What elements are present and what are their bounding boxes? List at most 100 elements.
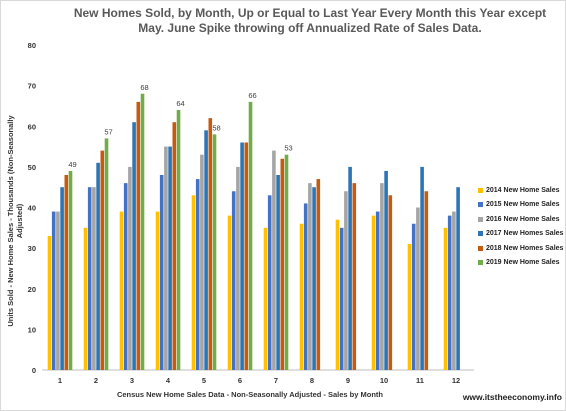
bar (452, 211, 456, 370)
bar (87, 187, 92, 370)
y-tick-label: 20 (28, 285, 36, 294)
bar (231, 191, 236, 370)
bar (64, 175, 69, 370)
legend-swatch (478, 187, 483, 193)
bar (420, 166, 424, 371)
bar (51, 211, 56, 370)
x-tick-label: 5 (202, 376, 206, 385)
bar (136, 101, 141, 371)
data-label: 53 (284, 144, 292, 153)
bar (411, 223, 416, 370)
bar (299, 223, 304, 370)
data-label: 57 (104, 127, 112, 136)
bar (316, 179, 321, 370)
legend-label: 2014 New Home Sales (486, 186, 560, 194)
y-tick-label: 40 (28, 204, 36, 213)
bar (96, 162, 100, 370)
bar (164, 146, 168, 370)
y-tick-label: 0 (32, 366, 36, 375)
bar (303, 203, 308, 370)
x-tick-label: 7 (274, 376, 278, 385)
x-tick-label: 9 (346, 376, 350, 385)
bar (248, 101, 253, 371)
bar (240, 142, 244, 370)
bar (424, 191, 429, 370)
chart-legend: 2014 New Home Sales 2015 New Home Sales 20… (478, 183, 564, 270)
y-tick-label: 70 (28, 82, 36, 91)
data-label: 49 (68, 160, 76, 169)
legend-label: 2018 New Homes Sales (486, 244, 564, 252)
legend-swatch (478, 260, 483, 266)
legend-label: 2019 New Home Sales (486, 259, 560, 267)
data-label: 68 (140, 83, 148, 92)
bar (276, 175, 280, 370)
bar (456, 187, 460, 370)
bar (204, 130, 208, 370)
bar (159, 175, 164, 370)
legend-swatch (478, 216, 483, 222)
legend-item: 2014 New Home Sales (478, 183, 564, 198)
bar (335, 219, 340, 370)
bar (92, 187, 96, 370)
bar (312, 187, 316, 370)
bar (47, 235, 52, 370)
legend-item: 2016 New Home Sales (478, 212, 564, 227)
bar (348, 166, 352, 371)
x-tick-label: 6 (238, 376, 242, 385)
x-tick-label: 2 (94, 376, 98, 385)
bar (447, 215, 452, 371)
source-footer: www.itstheeconomy.info (462, 392, 562, 402)
bar (263, 227, 268, 370)
bar (155, 211, 160, 370)
y-tick-label: 30 (28, 244, 36, 253)
bar (280, 158, 285, 370)
legend-label: 2016 New Home Sales (486, 215, 560, 223)
bar (352, 183, 357, 370)
legend-label: 2017 New Homes Sales (486, 230, 564, 238)
x-tick-label: 10 (380, 376, 388, 385)
legend-swatch (478, 245, 483, 251)
bar (407, 244, 412, 370)
bar (119, 211, 124, 370)
bar (284, 154, 289, 370)
bar (68, 170, 73, 370)
y-tick-label: 50 (28, 163, 36, 172)
bar (244, 142, 249, 370)
x-tick-label: 12 (452, 376, 460, 385)
bar (60, 187, 64, 370)
data-label: 64 (176, 99, 184, 108)
bar (172, 122, 177, 370)
x-tick-label: 1 (58, 376, 62, 385)
bar (339, 227, 344, 370)
bar (200, 154, 204, 370)
bar (212, 134, 217, 371)
legend-swatch (478, 202, 483, 208)
bar (128, 166, 132, 371)
bar (227, 215, 232, 371)
bar (443, 227, 448, 370)
data-label: 58 (212, 123, 220, 132)
legend-item: 2018 New Homes Sales (478, 241, 564, 256)
bar (388, 195, 393, 370)
chart-title: New Homes Sold, by Month, Up or Equal to… (73, 6, 547, 35)
bar (123, 183, 128, 370)
y-tick-label: 60 (28, 122, 36, 131)
y-tick-label: 10 (28, 325, 36, 334)
x-tick-label: 8 (310, 376, 314, 385)
x-tick-label: 3 (130, 376, 134, 385)
bar (132, 122, 136, 370)
bar (272, 150, 276, 370)
bar (416, 207, 420, 370)
legend-item: 2017 New Homes Sales (478, 227, 564, 242)
bar (308, 183, 312, 370)
x-tick-label: 4 (166, 376, 171, 385)
bar (267, 195, 272, 370)
bar (104, 138, 109, 370)
bar (380, 183, 384, 370)
bar (100, 150, 105, 370)
bar (56, 211, 60, 370)
bar (371, 215, 376, 371)
bar (344, 191, 348, 370)
legend-label: 2015 New Home Sales (486, 201, 560, 209)
